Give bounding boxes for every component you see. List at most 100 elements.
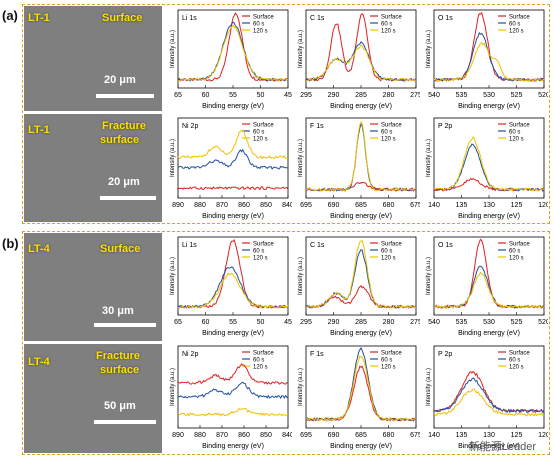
x-tick-label: 540 bbox=[428, 319, 440, 326]
x-tick-label: 135 bbox=[456, 432, 468, 439]
x-tick-label: 525 bbox=[511, 319, 523, 326]
x-tick-label: 675 bbox=[410, 202, 420, 209]
x-tick-label: 285 bbox=[355, 92, 367, 99]
legend-entry: Surface bbox=[509, 351, 530, 357]
y-axis-label: Intensity (a.u.) bbox=[298, 30, 304, 68]
series-line bbox=[177, 21, 289, 82]
series-line bbox=[306, 121, 417, 192]
legend-entry: 120 s bbox=[253, 365, 268, 371]
legend-entry: Surface bbox=[381, 15, 402, 21]
x-tick-label: 280 bbox=[383, 319, 395, 326]
scale-bar bbox=[94, 323, 156, 327]
x-tick-label: 880 bbox=[194, 202, 206, 209]
xps-plot-a-c1s: 295 290 285 280 275 Binding energy (eV) Intens… bbox=[298, 9, 420, 110]
x-tick-label: 850 bbox=[260, 202, 272, 209]
series-line bbox=[433, 42, 545, 82]
legend-entry: 60 s bbox=[509, 358, 520, 364]
x-axis-label: Binding energy (eV) bbox=[458, 443, 520, 450]
xps-plot-a-o1s: 540 535 530 525 520 Binding energy (eV) Intens… bbox=[426, 9, 548, 110]
legend-entry: 60 s bbox=[253, 249, 264, 255]
x-axis-label: Binding energy (eV) bbox=[330, 443, 392, 450]
x-tick-label: 530 bbox=[483, 92, 495, 99]
series-line bbox=[433, 136, 545, 192]
legend-entry: Surface bbox=[253, 15, 274, 21]
x-tick-label: 120 bbox=[538, 432, 548, 439]
x-tick-label: 535 bbox=[456, 319, 468, 326]
x-tick-label: 140 bbox=[428, 432, 440, 439]
element-label: F 1s bbox=[310, 123, 324, 130]
x-tick-label: 880 bbox=[194, 432, 206, 439]
x-tick-label: 290 bbox=[328, 319, 340, 326]
sem-view-label-2: surface bbox=[100, 364, 140, 376]
scale-bar-label: 20 μm bbox=[108, 176, 140, 188]
series-line bbox=[433, 377, 545, 414]
legend-entry: Surface bbox=[509, 242, 530, 248]
element-label: Ni 2p bbox=[182, 351, 198, 358]
xps-plot-b-ni2p: 890 880 870 860 850 840 Binding energy (eV) Int… bbox=[170, 345, 292, 450]
x-tick-label: 295 bbox=[300, 319, 312, 326]
legend-entry: Surface bbox=[253, 351, 274, 357]
legend-entry: 120 s bbox=[509, 137, 524, 143]
legend-entry: Surface bbox=[381, 242, 402, 248]
sem-image-b-surface: LT-4 Surface 30 μm bbox=[24, 233, 162, 341]
x-tick-label: 50 bbox=[257, 92, 265, 99]
x-tick-label: 850 bbox=[260, 432, 272, 439]
x-tick-label: 55 bbox=[229, 92, 237, 99]
legend-entry: 120 s bbox=[253, 29, 268, 35]
element-label: O 1s bbox=[438, 242, 453, 249]
series-line bbox=[305, 44, 417, 82]
x-tick-label: 130 bbox=[483, 432, 495, 439]
y-axis-label: Intensity (a.u.) bbox=[426, 139, 432, 177]
legend-entry: Surface bbox=[381, 123, 402, 129]
legend-entry: Surface bbox=[381, 351, 402, 357]
x-tick-label: 120 bbox=[538, 202, 548, 209]
xps-plot-b-f1s: 695 690 685 680 675 Binding energy (eV) Intens… bbox=[298, 345, 420, 450]
scale-bar-label: 30 μm bbox=[102, 305, 134, 317]
xps-plot-b-li1s: 65 60 55 50 45 Binding energy (eV) Intensity (… bbox=[170, 236, 292, 337]
xps-plot-b-c1s: 295 290 285 280 275 Binding energy (eV) Intens… bbox=[298, 236, 420, 337]
x-tick-label: 290 bbox=[328, 92, 340, 99]
x-axis-label: Binding energy (eV) bbox=[330, 213, 392, 220]
x-tick-label: 125 bbox=[511, 202, 523, 209]
x-tick-label: 680 bbox=[383, 202, 395, 209]
x-tick-label: 525 bbox=[511, 92, 523, 99]
legend-entry: 120 s bbox=[381, 29, 396, 35]
x-tick-label: 530 bbox=[483, 319, 495, 326]
scale-bar bbox=[96, 94, 154, 98]
y-axis-label: Intensity (a.u.) bbox=[426, 30, 432, 68]
series-line bbox=[177, 24, 289, 82]
plot-frame bbox=[177, 117, 289, 199]
sem-view-label: Surface bbox=[100, 243, 141, 255]
x-tick-label: 890 bbox=[172, 432, 184, 439]
legend-entry: 60 s bbox=[509, 22, 520, 28]
y-axis-label: Intensity (a.u.) bbox=[170, 368, 176, 406]
element-label: P 2p bbox=[438, 123, 452, 130]
legend-entry: 60 s bbox=[509, 130, 520, 136]
sem-view-label-1: Fracture bbox=[96, 350, 141, 362]
x-tick-label: 45 bbox=[284, 92, 292, 99]
x-tick-label: 65 bbox=[174, 92, 182, 99]
x-tick-label: 125 bbox=[511, 432, 523, 439]
legend-entry: Surface bbox=[509, 123, 530, 129]
series-line bbox=[177, 272, 289, 309]
sem-view-label: Surface bbox=[102, 12, 143, 24]
legend-entry: Surface bbox=[253, 123, 274, 129]
panel-a-label: (a) bbox=[2, 8, 18, 23]
x-tick-label: 280 bbox=[383, 92, 395, 99]
series-line bbox=[177, 407, 289, 417]
legend-entry: 120 s bbox=[509, 29, 524, 35]
x-tick-label: 870 bbox=[216, 202, 228, 209]
plot-frame bbox=[433, 345, 545, 429]
x-tick-label: 690 bbox=[328, 432, 340, 439]
sem-sample-label: LT-4 bbox=[28, 243, 50, 255]
element-label: C 1s bbox=[310, 15, 325, 22]
series-line bbox=[177, 186, 289, 191]
sem-sample-label: LT-1 bbox=[28, 124, 50, 136]
y-axis-label: Intensity (a.u.) bbox=[298, 368, 304, 406]
scale-bar bbox=[94, 420, 156, 424]
x-tick-label: 285 bbox=[355, 319, 367, 326]
element-label: O 1s bbox=[438, 15, 453, 22]
panel-a-frame bbox=[22, 4, 550, 224]
element-label: P 2p bbox=[438, 351, 452, 358]
x-tick-label: 65 bbox=[174, 319, 182, 326]
